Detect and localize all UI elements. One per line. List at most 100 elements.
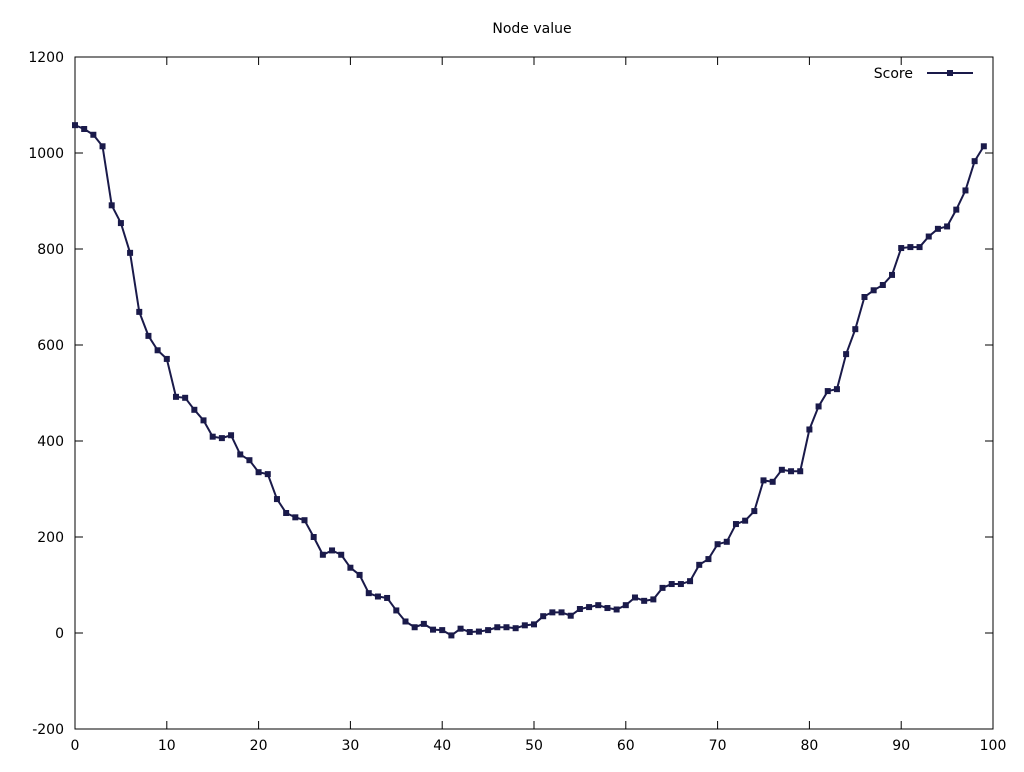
data-point: [402, 618, 409, 625]
x-tick-label: 10: [158, 738, 176, 754]
data-point: [567, 612, 574, 619]
data-point: [356, 571, 363, 578]
data-point: [953, 206, 960, 213]
data-point: [466, 629, 473, 636]
y-tick-label: 1200: [28, 50, 64, 66]
data-point: [576, 606, 583, 612]
data-point: [843, 351, 850, 358]
data-point: [944, 223, 951, 230]
data-point: [586, 604, 593, 611]
y-tick-label: 800: [37, 242, 64, 258]
data-point: [962, 187, 969, 194]
data-point: [81, 126, 88, 132]
data-point: [934, 225, 941, 232]
x-tick-label: 80: [800, 738, 818, 754]
data-point: [411, 624, 418, 631]
data-point: [503, 624, 510, 631]
data-point: [696, 561, 703, 568]
legend-marker-score: [947, 70, 953, 76]
data-point: [301, 517, 308, 524]
x-tick-label: 90: [892, 738, 910, 754]
data-point: [797, 468, 804, 475]
data-point: [751, 508, 758, 515]
data-point: [558, 609, 565, 616]
data-point: [714, 541, 721, 548]
y-tick-label: 0: [55, 626, 64, 642]
data-point: [668, 581, 675, 588]
data-point: [136, 308, 143, 315]
data-point: [641, 597, 648, 604]
data-point: [521, 622, 528, 629]
axis-ticks: 0 10 20 30 40 50 60 70 80 90 100 -200 0 200 400 600 800 1…: [28, 50, 1006, 754]
data-point: [457, 625, 464, 632]
data-point: [145, 332, 152, 339]
data-point: [329, 547, 336, 554]
y-tick-label: -200: [32, 722, 64, 738]
data-point: [778, 466, 785, 473]
data-point: [475, 628, 482, 635]
x-tick-label: 0: [71, 738, 80, 754]
data-point: [292, 514, 299, 521]
data-point: [788, 468, 795, 475]
data-point: [760, 477, 767, 484]
x-tick-label: 100: [980, 738, 1007, 754]
x-tick-label: 60: [617, 738, 635, 754]
data-point: [677, 581, 684, 588]
data-point: [613, 606, 620, 613]
data-point: [191, 406, 198, 413]
data-point: [209, 433, 216, 440]
data-point: [980, 143, 987, 150]
data-point: [549, 609, 556, 616]
data-point: [448, 632, 455, 639]
data-point: [815, 403, 822, 410]
data-point: [512, 625, 519, 632]
data-point: [228, 432, 235, 439]
data-point: [595, 602, 602, 609]
data-point: [631, 594, 638, 601]
data-point: [365, 590, 372, 597]
data-point: [870, 287, 877, 294]
data-point: [310, 534, 317, 540]
data-point: [907, 244, 914, 251]
x-tick-label: 40: [433, 738, 451, 754]
data-point: [430, 626, 437, 633]
data-point: [255, 469, 262, 476]
chart-title: Node value: [492, 21, 571, 37]
y-tick-label: 200: [37, 530, 64, 546]
data-point: [172, 393, 179, 400]
data-point: [861, 294, 868, 300]
data-point: [246, 457, 253, 464]
legend-label-score: Score: [874, 66, 913, 82]
x-tick-label: 50: [525, 738, 543, 754]
data-point: [769, 478, 776, 485]
data-point: [90, 131, 97, 138]
series-group: [72, 122, 987, 639]
y-tick-label: 600: [37, 338, 64, 354]
data-point: [806, 426, 813, 433]
data-point: [723, 538, 730, 545]
x-tick-label: 20: [250, 738, 268, 754]
data-point: [732, 521, 739, 528]
data-point: [237, 451, 244, 458]
data-point: [622, 602, 629, 609]
data-point: [485, 627, 492, 634]
data-point: [182, 394, 189, 401]
data-point: [273, 496, 280, 503]
data-point: [374, 593, 381, 600]
data-point: [218, 435, 225, 442]
data-point: [742, 517, 749, 524]
data-point: [604, 605, 611, 612]
data-point: [971, 158, 978, 165]
series-line-score: [74, 124, 985, 637]
data-point: [889, 271, 896, 278]
data-point: [163, 355, 170, 362]
data-point: [384, 594, 391, 601]
data-point: [879, 282, 886, 288]
data-point: [687, 578, 694, 585]
y-tick-label: 400: [37, 434, 64, 450]
data-point: [898, 245, 905, 252]
data-point: [531, 621, 537, 628]
